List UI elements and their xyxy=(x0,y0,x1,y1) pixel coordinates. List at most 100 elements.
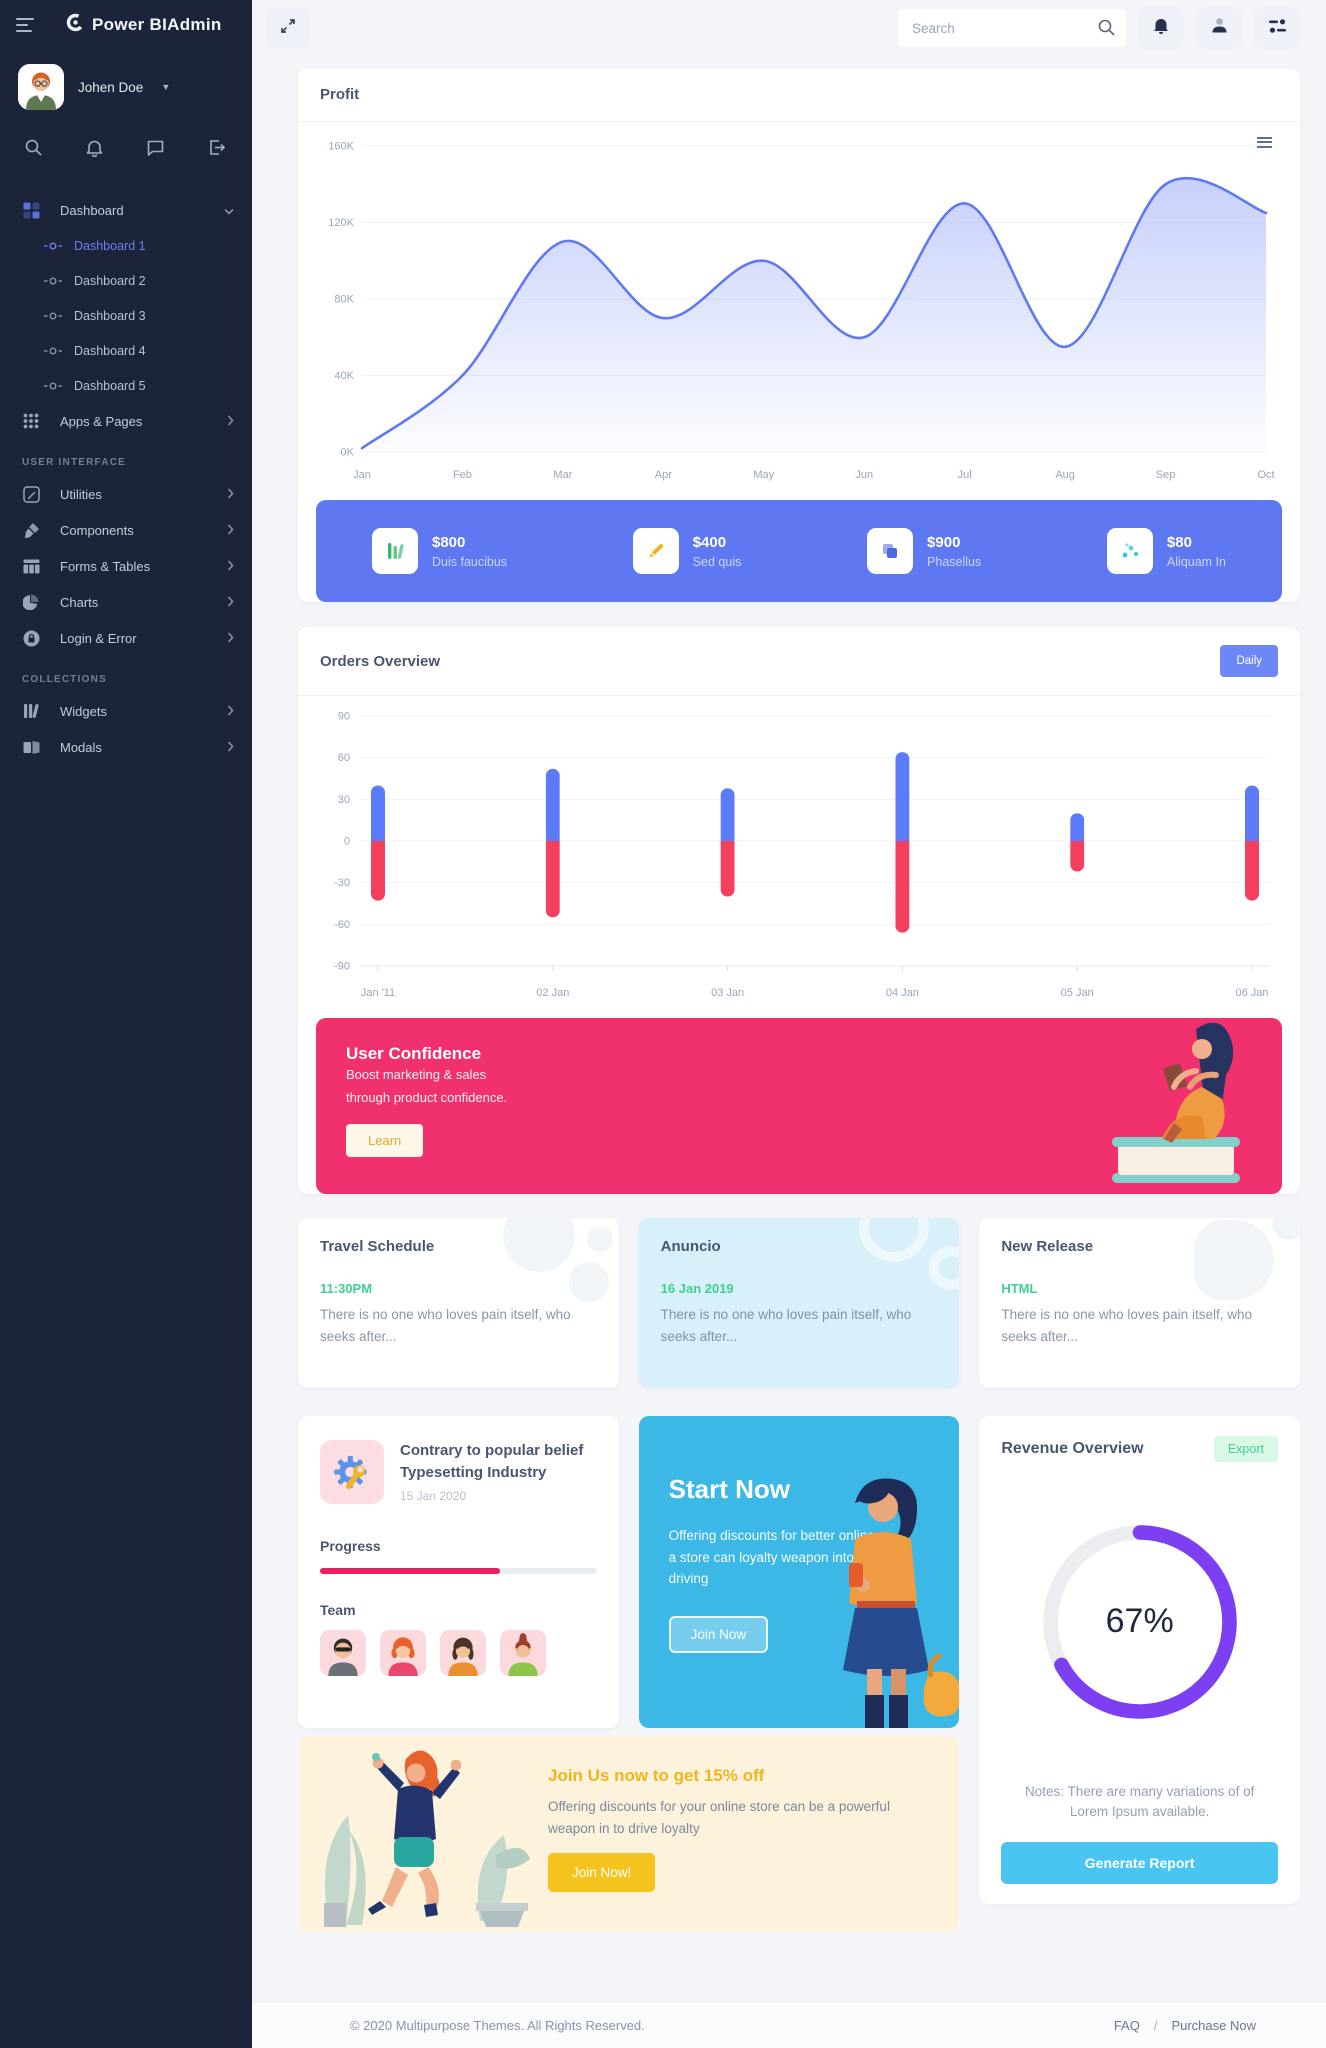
topbar-actions xyxy=(898,7,1300,49)
card-highlight: 11:30PM xyxy=(320,1281,373,1296)
expand-icon xyxy=(279,17,297,40)
join-title: Join Us now to get 15% off xyxy=(548,1766,765,1785)
sidebar-item-forms-tables[interactable]: Forms & Tables xyxy=(0,548,252,584)
sidebar-header: Power BIAdmin xyxy=(0,0,252,50)
bell-icon[interactable] xyxy=(85,138,104,162)
sidebar-subitem-dashboard-5[interactable]: Dashboard 5 xyxy=(0,368,252,403)
generate-report-button[interactable]: Generate Report xyxy=(1001,1842,1278,1884)
purchase-now-link[interactable]: Purchase Now xyxy=(1171,2018,1256,2033)
sidebar-subitem-dashboard-4[interactable]: Dashboard 4 xyxy=(0,333,252,368)
profit-card: Profit 0K 40K 80K 120K 160K Jan Feb Mar Apr May Ju… xyxy=(298,68,1300,602)
reading-girl-illustration xyxy=(1078,1018,1248,1194)
logout-icon[interactable] xyxy=(207,138,226,162)
chevron-right-icon xyxy=(227,595,234,610)
notifications-button[interactable] xyxy=(1138,7,1184,49)
sidebar-quick-icons xyxy=(0,116,252,170)
bottom-grid: Contrary to popular belief Typesetting I… xyxy=(298,1416,1300,1932)
team-avatars xyxy=(320,1630,597,1676)
sidebar-item-dashboard[interactable]: Dashboard xyxy=(0,192,252,228)
logo-icon xyxy=(66,13,85,37)
bell-icon xyxy=(1152,16,1170,40)
vertical-bars-icon xyxy=(22,702,40,720)
sidebar-item-apps-pages[interactable]: Apps & Pages xyxy=(0,403,252,439)
sidebar-toggle-icon[interactable] xyxy=(16,14,38,36)
chart-menu-icon[interactable] xyxy=(1257,134,1272,150)
user-profile[interactable]: Johen Doe ▼ xyxy=(0,50,252,116)
sidebar-item-modals[interactable]: Modals xyxy=(0,729,252,765)
search-input[interactable] xyxy=(898,9,1126,47)
user-name: Johen Doe xyxy=(78,79,144,95)
yellow-pencil-icon xyxy=(632,528,679,574)
section-label-user-interface: USER INTERFACE xyxy=(22,457,127,468)
banner-text-line2: through product confidence. xyxy=(346,1089,508,1105)
standing-woman-illustration xyxy=(805,1463,960,1728)
chat-icon[interactable] xyxy=(146,138,165,162)
export-badge[interactable]: Export xyxy=(1213,1436,1278,1462)
svg-text:-60: -60 xyxy=(334,919,350,931)
content: Profit 0K 40K 80K 120K 160K Jan Feb Mar Apr May Ju… xyxy=(252,56,1326,2002)
revenue-notes: Notes: There are many variations of of L… xyxy=(1024,1783,1255,1819)
svg-text:Mar: Mar xyxy=(553,469,572,481)
card-title: Travel Schedule xyxy=(320,1238,435,1255)
sidebar-item-utilities[interactable]: Utilities xyxy=(0,476,252,512)
sidebar-subitem-dashboard-2[interactable]: Dashboard 2 xyxy=(0,263,252,298)
avatar[interactable] xyxy=(440,1630,486,1676)
sidebar: Power BIAdmin Johen Doe ▼ xyxy=(0,0,252,2048)
settings-button[interactable] xyxy=(1254,7,1300,49)
svg-text:06 Jan: 06 Jan xyxy=(1235,987,1268,999)
dashboard-grid-icon xyxy=(22,201,40,219)
fullscreen-button[interactable] xyxy=(266,8,310,48)
card-title: Anuncio xyxy=(660,1238,721,1255)
daily-filter-button[interactable]: Daily xyxy=(1220,645,1278,677)
avatar[interactable] xyxy=(320,1630,366,1676)
svg-text:May: May xyxy=(753,469,774,481)
sidebar-subitem-dashboard-1[interactable]: Dashboard 1 xyxy=(0,228,252,263)
svg-text:60: 60 xyxy=(338,752,350,764)
search-icon[interactable] xyxy=(1097,18,1116,42)
stat-value: $900 xyxy=(927,533,961,551)
join-now-button[interactable]: Join Now xyxy=(668,1615,769,1653)
jumping-woman-illustration xyxy=(310,1736,540,1932)
bubble-decoration xyxy=(502,1218,575,1272)
ring-decoration xyxy=(929,1246,960,1290)
project-title: Contrary to popular belief Typesetting I… xyxy=(400,1442,584,1481)
sidebar-item-widgets[interactable]: Widgets xyxy=(0,693,252,729)
project-date: 15 Jan 2020 xyxy=(400,1488,467,1503)
table-icon xyxy=(22,557,40,575)
svg-text:Jan '11: Jan '11 xyxy=(361,987,395,999)
svg-text:0K: 0K xyxy=(341,447,355,459)
sidebar-subitem-label: Dashboard 4 xyxy=(74,343,146,358)
stat-value: $400 xyxy=(692,533,727,551)
profile-button[interactable] xyxy=(1196,7,1242,49)
search-icon[interactable] xyxy=(24,138,43,162)
progress-label: Progress xyxy=(320,1538,381,1554)
dashboard-submenu: Dashboard 1 Dashboard 2 Dashboard 3 Dash… xyxy=(0,228,252,403)
profit-title: Profit xyxy=(320,86,360,103)
learn-button[interactable]: Learn xyxy=(346,1123,424,1157)
avatar[interactable] xyxy=(380,1630,426,1676)
sidebar-subitem-dashboard-3[interactable]: Dashboard 3 xyxy=(0,298,252,333)
join-text: Offering discounts for your online store… xyxy=(548,1799,890,1836)
card-text: There is no one who loves pain itself, w… xyxy=(1001,1307,1252,1344)
stat-item: $400 Sed quis xyxy=(632,528,741,574)
svg-text:Feb: Feb xyxy=(453,469,472,481)
donut-percent: 67% xyxy=(1105,1602,1174,1641)
start-text: Offering discounts for better online a s… xyxy=(668,1528,875,1587)
orders-chart-wrap: 90 60 30 0 -30 -60 -90 Jan '11 02 Jan 03 Jan 04 Ja… xyxy=(298,696,1300,1004)
sidebar-item-login-error[interactable]: Login & Error xyxy=(0,620,252,656)
join-now-button[interactable]: Join Now! xyxy=(548,1853,656,1893)
stat-label: Duis faucibus xyxy=(432,554,508,569)
avatar[interactable] xyxy=(500,1630,546,1676)
bubble-decoration xyxy=(1271,1218,1300,1240)
chevron-right-icon xyxy=(227,559,234,574)
chevron-down-icon xyxy=(224,203,234,218)
faq-link[interactable]: FAQ xyxy=(1113,2018,1140,2033)
blue-squares-icon xyxy=(867,528,914,574)
app-logo[interactable]: Power BIAdmin xyxy=(66,13,222,37)
chevron-right-icon xyxy=(227,487,234,502)
svg-text:90: 90 xyxy=(338,711,350,723)
sidebar-item-components[interactable]: Components xyxy=(0,512,252,548)
sidebar-item-label: Components xyxy=(60,522,134,538)
progress-bar xyxy=(320,1568,597,1574)
sidebar-item-charts[interactable]: Charts xyxy=(0,584,252,620)
